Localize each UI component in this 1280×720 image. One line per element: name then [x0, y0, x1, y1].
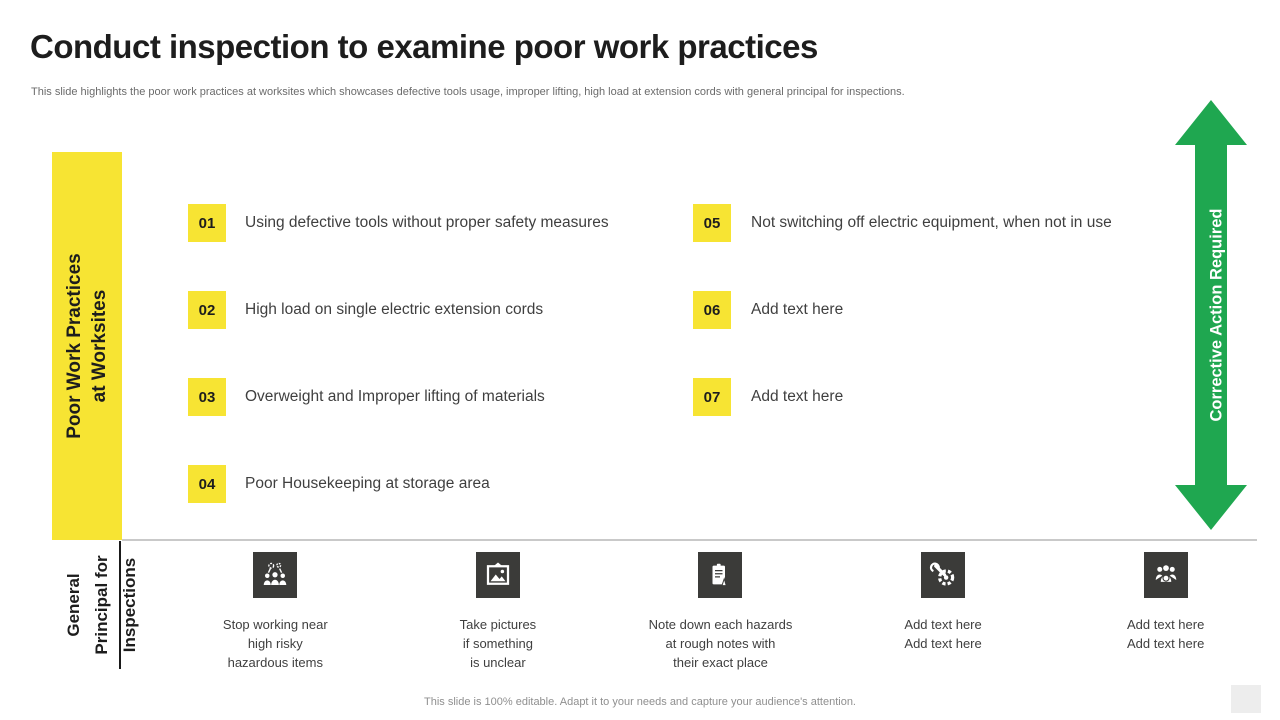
- list-item: Take pictures if something is unclear: [387, 552, 610, 672]
- team-group-icon: [1143, 552, 1188, 598]
- practice-text-04: Poor Housekeeping at storage area: [245, 475, 490, 492]
- panel-label-line1: Poor Work Practices: [64, 253, 85, 439]
- list-item: Note down each hazards at rough notes wi…: [609, 552, 832, 672]
- caption-line: Take pictures: [459, 617, 537, 632]
- caption-line[interactable]: Add text here: [1127, 636, 1205, 651]
- list-item: Add text here Add text here: [832, 552, 1055, 672]
- corrective-action-label: Corrective Action Required: [1207, 208, 1225, 421]
- general-principal-label: General Principal for Inspections: [56, 543, 148, 667]
- caption: Take pictures if something is unclear: [387, 615, 610, 672]
- caption-line: Stop working near: [222, 617, 328, 632]
- editable-note-footer: This slide is 100% editable. Adapt it to…: [424, 696, 856, 708]
- caption-line: is unclear: [470, 655, 526, 670]
- poor-work-practices-label: Poor Work Practices at Worksites: [52, 152, 122, 540]
- practice-text-07[interactable]: Add text here: [751, 388, 844, 405]
- caption-line[interactable]: Add text here: [904, 636, 982, 651]
- picture-icon: [475, 552, 520, 598]
- poor-work-practices-panel: Poor Work Practices at Worksites: [52, 152, 122, 540]
- caption: Add text here Add text here: [1054, 615, 1277, 653]
- panel-label-line2: at Worksites: [89, 289, 110, 403]
- repair-tools-icon: [921, 552, 966, 598]
- bottom-label-line2: Principal for: [92, 555, 111, 655]
- caption-line: their exact place: [673, 655, 768, 670]
- practice-text-02: High load on single electric extension c…: [245, 301, 544, 318]
- hazard-notes-icon: [698, 552, 743, 598]
- number-badge-01: 01: [188, 204, 226, 242]
- list-item: Add text here Add text here: [1054, 552, 1277, 672]
- number-badge-04: 04: [188, 465, 226, 503]
- number-badge-02: 02: [188, 291, 226, 329]
- caption-line: hazardous items: [227, 655, 323, 670]
- number-badge-03: 03: [188, 378, 226, 416]
- corrective-action-arrow: Corrective Action Required: [1175, 100, 1247, 530]
- caption-line[interactable]: Add text here: [904, 617, 982, 632]
- caption-line: Note down each hazards: [648, 617, 793, 632]
- caption-line: high risky: [247, 636, 303, 651]
- caption-line[interactable]: Add text here: [1127, 617, 1205, 632]
- caption-line: if something: [462, 636, 533, 651]
- list-item: Stop working near high risky hazardous i…: [164, 552, 387, 672]
- general-principal-panel: General Principal for Inspections: [56, 543, 148, 667]
- teamwork-gears-icon: [253, 552, 298, 598]
- practice-text-06[interactable]: Add text here: [751, 301, 844, 318]
- practice-text-03: Overweight and Improper lifting of mater…: [245, 388, 545, 405]
- number-badge-06: 06: [693, 291, 731, 329]
- bottom-label-line3: Inspections: [120, 557, 139, 653]
- caption-line: at rough notes with: [665, 636, 776, 651]
- number-badge-05: 05: [693, 204, 731, 242]
- bottom-label-line1: General: [64, 573, 83, 637]
- number-badge-07: 07: [693, 378, 731, 416]
- section-divider: [122, 539, 1257, 541]
- caption: Add text here Add text here: [832, 615, 1055, 653]
- corner-placeholder: [1231, 685, 1261, 713]
- slide-subtitle: This slide highlights the poor work prac…: [31, 86, 905, 98]
- practice-text-05: Not switching off electric equipment, wh…: [751, 214, 1112, 231]
- double-arrow-icon: Corrective Action Required: [1175, 100, 1247, 530]
- caption: Stop working near high risky hazardous i…: [164, 615, 387, 672]
- bottom-label-divider: [119, 541, 121, 669]
- page-title: Conduct inspection to examine poor work …: [30, 28, 818, 65]
- caption: Note down each hazards at rough notes wi…: [609, 615, 832, 672]
- practice-text-01: Using defective tools without proper saf…: [245, 214, 609, 231]
- inspection-principles-row: Stop working near high risky hazardous i…: [164, 552, 1277, 672]
